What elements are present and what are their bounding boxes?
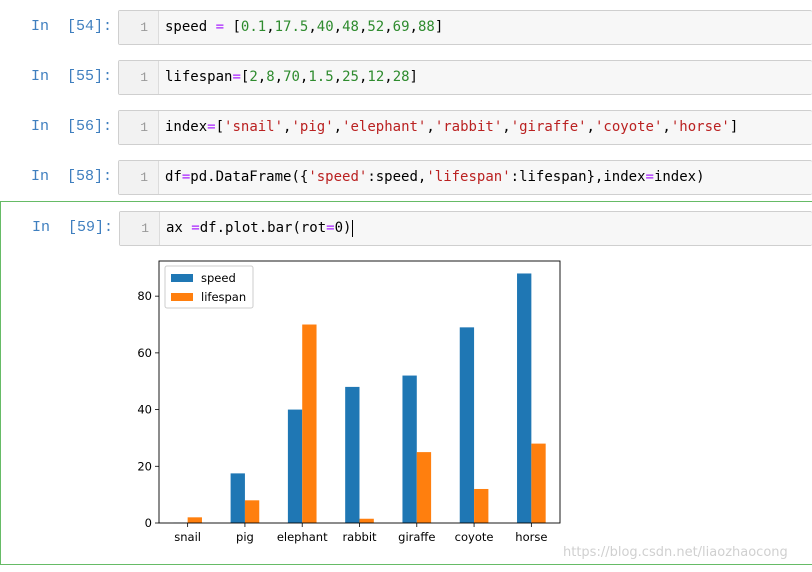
code-line[interactable]: ax =df.plot.bar(rot=0) bbox=[166, 212, 354, 245]
bar-lifespan-coyote bbox=[474, 488, 489, 523]
code-operator: = bbox=[181, 169, 191, 185]
cell-prompt: In [59]: bbox=[31, 219, 113, 236]
cell-prompt: In [58]: bbox=[30, 168, 112, 185]
y-tick-label: 80 bbox=[137, 289, 152, 303]
code-number: 1.5 bbox=[308, 69, 334, 85]
code-token: df.plot.bar(rot bbox=[199, 220, 327, 236]
code-variable: lifespan bbox=[165, 69, 233, 85]
line-number: 1 bbox=[119, 11, 159, 44]
code-string: 'coyote' bbox=[594, 119, 663, 135]
line-number: 1 bbox=[120, 212, 160, 245]
line-number: 1 bbox=[119, 161, 159, 194]
bar-lifespan-pig bbox=[244, 500, 260, 523]
watermark: https://blog.csdn.net/liaozhaocong bbox=[563, 545, 788, 560]
code-line[interactable]: speed = [0.1,17.5,40,48,52,69,88] bbox=[165, 19, 444, 35]
y-tick-label: 0 bbox=[145, 516, 152, 530]
x-tick-label: pig bbox=[236, 530, 254, 544]
y-tick-label: 60 bbox=[137, 346, 152, 360]
code-number: 2 bbox=[249, 69, 258, 85]
x-tick-label: coyote bbox=[455, 530, 494, 544]
code-operator: = bbox=[207, 19, 233, 35]
code-operator: = bbox=[191, 220, 200, 236]
code-input-55[interactable]: 1 lifespan=[2,8,70,1.5,25,12,28] bbox=[118, 60, 812, 95]
legend-swatch-lifespan bbox=[171, 293, 193, 301]
code-cell-54[interactable]: In [54]: 1 speed = [0.1,17.5,40,48,52,69… bbox=[0, 10, 812, 46]
legend-label-lifespan: lifespan bbox=[201, 290, 246, 304]
code-string: 'speed' bbox=[308, 169, 368, 185]
bar-lifespan-elephant bbox=[302, 324, 317, 523]
code-token: :lifespan},index bbox=[510, 169, 646, 185]
code-input-56[interactable]: 1 index=['snail','pig','elephant','rabbi… bbox=[118, 110, 812, 145]
code-token: df bbox=[165, 169, 182, 185]
code-line[interactable]: lifespan=[2,8,70,1.5,25,12,28] bbox=[165, 69, 418, 85]
code-string: 'giraffe' bbox=[510, 119, 587, 135]
bar-speed-rabbit bbox=[345, 386, 360, 523]
bar-speed-pig bbox=[230, 473, 245, 523]
code-number: 88 bbox=[417, 19, 435, 35]
code-number: 17.5 bbox=[274, 19, 309, 35]
code-operator: = bbox=[232, 69, 241, 85]
cell-prompt: In [54]: bbox=[30, 18, 112, 35]
code-line[interactable]: index=['snail','pig','elephant','rabbit'… bbox=[165, 119, 739, 135]
bar-lifespan-rabbit bbox=[359, 518, 374, 523]
x-tick-label: rabbit bbox=[342, 530, 377, 544]
code-number: 8 bbox=[266, 69, 275, 85]
bar-speed-horse bbox=[517, 273, 532, 523]
code-number: 28 bbox=[392, 69, 410, 85]
code-cell-59[interactable]: In [59]: 1 ax =df.plot.bar(rot=0) snail p… bbox=[0, 201, 812, 565]
bar-speed-coyote bbox=[459, 327, 475, 523]
code-number: 25 bbox=[342, 69, 359, 85]
code-input-59[interactable]: 1 ax =df.plot.bar(rot=0) bbox=[119, 211, 812, 246]
legend-label-speed: speed bbox=[201, 271, 236, 285]
cell-prompt: In [55]: bbox=[30, 68, 112, 85]
bar-chart: snail pig elephant rabbit giraffe coyote horse… bbox=[137, 260, 561, 544]
code-string: 'horse' bbox=[670, 119, 730, 135]
code-string: 'lifespan' bbox=[426, 169, 511, 185]
text-cursor bbox=[352, 219, 354, 237]
x-tick-label: snail bbox=[174, 530, 201, 544]
code-number: 69 bbox=[392, 19, 410, 35]
legend-swatch-speed bbox=[171, 274, 193, 282]
bar-speed-giraffe bbox=[402, 375, 417, 523]
code-token: pd.DataFrame({ bbox=[190, 169, 309, 185]
code-input-54[interactable]: 1 speed = [0.1,17.5,40,48,52,69,88] bbox=[118, 10, 812, 45]
y-tick-label: 20 bbox=[137, 459, 152, 473]
code-operator: = bbox=[207, 119, 216, 135]
line-number: 1 bbox=[119, 61, 159, 94]
cell-prompt: In [56]: bbox=[30, 118, 112, 135]
code-variable: index bbox=[165, 119, 208, 135]
code-number: 0.1 bbox=[240, 19, 267, 35]
code-input-58[interactable]: 1 df=pd.DataFrame({'speed':speed,'lifesp… bbox=[118, 160, 812, 195]
code-operator: = bbox=[645, 169, 654, 185]
code-token: index) bbox=[653, 169, 705, 185]
axes-frame bbox=[158, 260, 561, 524]
x-tick-label: elephant bbox=[277, 530, 328, 544]
code-number: 70 bbox=[283, 69, 300, 85]
code-cell-55[interactable]: In [55]: 1 lifespan=[2,8,70,1.5,25,12,28… bbox=[0, 60, 812, 96]
code-string: 'rabbit' bbox=[434, 119, 503, 135]
bar-lifespan-snail bbox=[187, 517, 202, 523]
code-operator: = bbox=[326, 220, 335, 236]
code-cell-58[interactable]: In [58]: 1 df=pd.DataFrame({'speed':spee… bbox=[0, 160, 812, 196]
bar-lifespan-horse bbox=[531, 443, 546, 523]
code-line[interactable]: df=pd.DataFrame({'speed':speed,'lifespan… bbox=[165, 161, 705, 194]
code-string: 'pig' bbox=[291, 119, 334, 135]
x-tick-label: giraffe bbox=[398, 530, 435, 544]
code-variable: speed bbox=[165, 19, 208, 35]
code-token: 0) bbox=[334, 220, 352, 236]
code-number: 52 bbox=[367, 19, 385, 35]
code-cell-56[interactable]: In [56]: 1 index=['snail','pig','elephan… bbox=[0, 110, 812, 146]
line-number: 1 bbox=[119, 111, 159, 144]
y-tick-label: 40 bbox=[137, 403, 152, 417]
code-number: 48 bbox=[342, 19, 359, 35]
code-number: 40 bbox=[316, 19, 334, 35]
bar-lifespan-giraffe bbox=[416, 452, 432, 523]
bar-speed-elephant bbox=[287, 409, 303, 523]
code-string: 'elephant' bbox=[342, 119, 427, 135]
code-token: ax bbox=[166, 220, 192, 236]
code-token: :speed, bbox=[367, 169, 427, 185]
code-number: 12 bbox=[367, 69, 385, 85]
x-tick-label: horse bbox=[515, 530, 547, 544]
code-string: 'snail' bbox=[224, 119, 284, 135]
